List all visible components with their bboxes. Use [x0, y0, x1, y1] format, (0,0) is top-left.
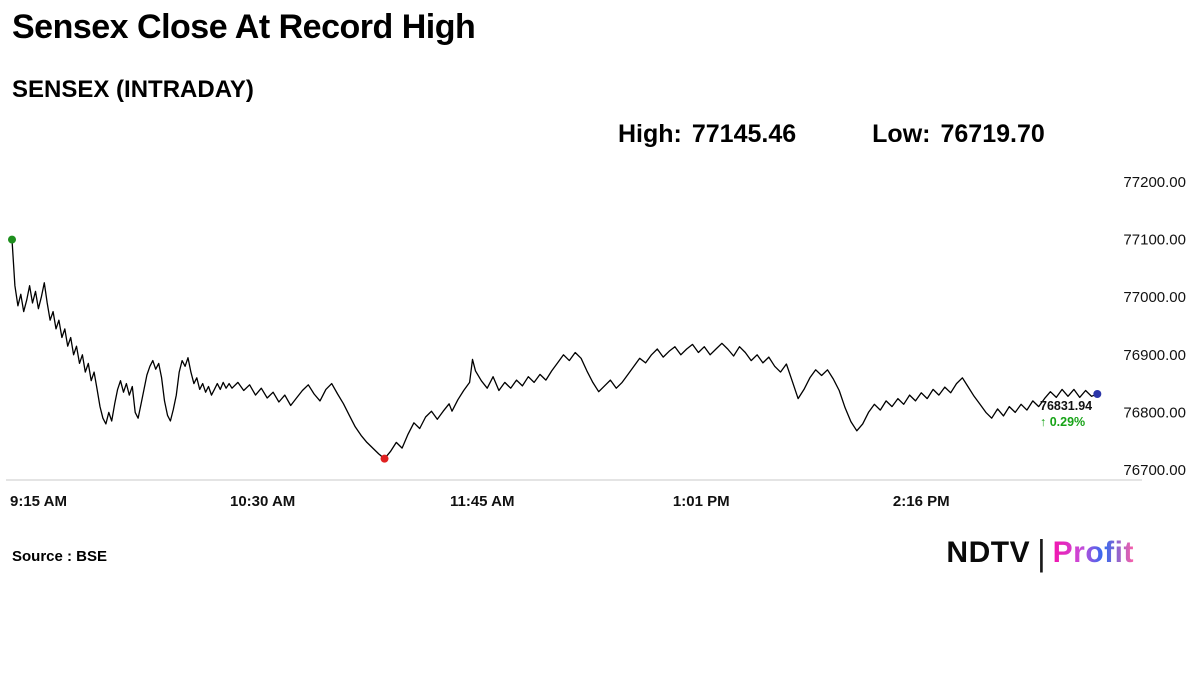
page-title: Sensex Close At Record High: [12, 8, 476, 46]
price-line: [11, 238, 1098, 460]
high-stat: High: 77145.46: [618, 120, 796, 149]
y-axis-label: 76800.00: [1123, 404, 1186, 421]
low-label: Low:: [872, 120, 931, 148]
x-axis-label: 9:15 AM: [10, 493, 67, 510]
x-axis-label: 10:30 AM: [230, 493, 295, 510]
source-attribution: Source : BSE: [12, 548, 108, 565]
low-value: 76719.70: [940, 120, 1045, 148]
marker-close-dot: [1093, 390, 1102, 399]
low-stat: Low: 76719.70: [872, 120, 1045, 149]
high-low-stats: High: 77145.46 Low: 76719.70: [618, 120, 1045, 149]
y-axis-label: 77100.00: [1123, 232, 1186, 249]
marker-low-dot: [380, 454, 389, 463]
x-axis-label: 2:16 PM: [893, 493, 950, 510]
y-axis-label: 76900.00: [1123, 347, 1186, 364]
last-price-change: ↑ 0.29%: [1040, 414, 1086, 429]
ndtv-profit-logo: NDTV | Profit: [946, 532, 1134, 573]
high-value: 77145.46: [691, 120, 797, 148]
y-axis-label: 77000.00: [1123, 289, 1186, 306]
ndtv-wordmark: NDTV: [946, 536, 1031, 569]
logo-separator: |: [1037, 532, 1046, 573]
y-axis-label: 76700.00: [1123, 462, 1186, 479]
chart-subtitle: SENSEX (INTRADAY): [12, 76, 254, 103]
high-label: High:: [618, 120, 682, 148]
x-axis-label: 1:01 PM: [673, 493, 730, 510]
last-price-label: 76831.94 ↑ 0.29%: [1040, 399, 1093, 430]
x-axis-label: 11:45 AM: [450, 493, 514, 510]
last-price-value: 76831.94: [1040, 399, 1093, 413]
y-axis-label: 77200.00: [1123, 174, 1186, 191]
profit-wordmark: Profit: [1052, 536, 1134, 569]
marker-open-dot: [8, 235, 16, 244]
